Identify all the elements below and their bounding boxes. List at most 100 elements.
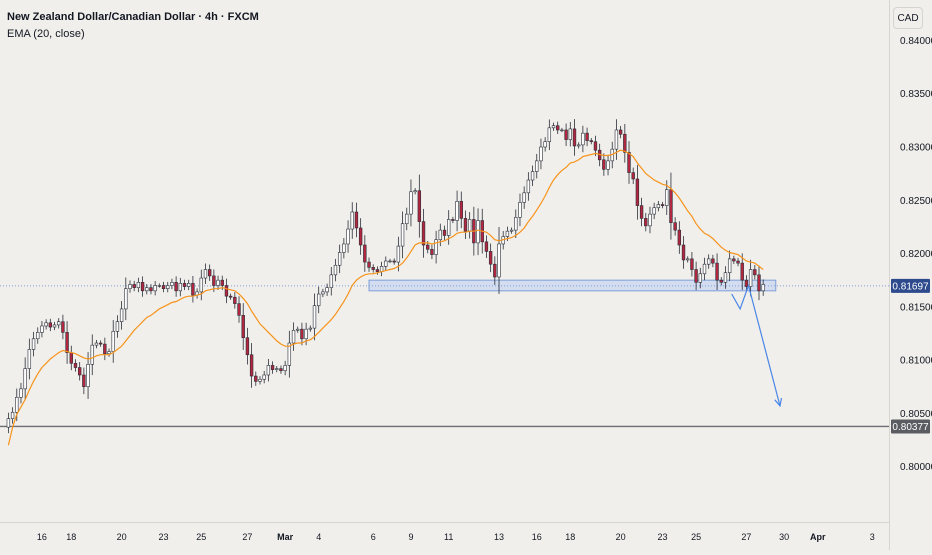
current-price-label: 0.81697 xyxy=(892,281,929,292)
candle-down xyxy=(669,189,673,223)
candle-down xyxy=(677,229,682,246)
candle-down xyxy=(363,244,367,263)
candle-down xyxy=(367,261,371,268)
candle-down xyxy=(484,241,489,252)
candle-up xyxy=(543,141,547,148)
candle-up xyxy=(128,284,132,289)
candle-up xyxy=(15,397,19,413)
candle-up xyxy=(535,160,539,172)
candle-up xyxy=(115,321,120,332)
candle-up xyxy=(346,228,350,245)
candle-down xyxy=(572,128,577,147)
x-tick-label: 18 xyxy=(66,532,76,542)
candle-up xyxy=(727,258,732,274)
candle-down xyxy=(694,269,698,283)
x-tick-label: 18 xyxy=(565,532,575,542)
candle-up xyxy=(36,332,40,340)
candle-down xyxy=(270,365,275,370)
candle-up xyxy=(157,285,162,287)
candle-up xyxy=(27,349,32,369)
candle-up xyxy=(723,272,728,283)
candle-up xyxy=(560,129,564,132)
support-price-bg xyxy=(891,419,930,434)
candle-up xyxy=(514,217,518,231)
candle-up xyxy=(283,365,287,372)
currency-button[interactable]: CAD xyxy=(893,7,923,29)
x-tick-label: 27 xyxy=(741,532,751,542)
candle-down xyxy=(161,285,166,289)
candle-up xyxy=(166,285,170,289)
candle-up xyxy=(275,368,279,370)
symbol-title[interactable]: New Zealand Dollar/Canadian Dollar · 4h … xyxy=(7,11,259,23)
candle-down xyxy=(182,283,187,287)
candle-down xyxy=(224,285,229,297)
candle-up xyxy=(145,287,149,292)
level-layer xyxy=(0,285,889,428)
candle-down xyxy=(375,269,380,272)
indicator-label[interactable]: EMA (20, close) xyxy=(7,28,85,40)
candle-up xyxy=(698,273,702,283)
candle-down xyxy=(493,263,497,278)
candle-down xyxy=(279,368,283,372)
candle-down xyxy=(132,284,136,288)
candle-down xyxy=(98,342,103,345)
candle-up xyxy=(497,243,501,278)
candle-down xyxy=(451,219,455,221)
candle-down xyxy=(191,283,195,296)
candle-up xyxy=(447,219,451,236)
x-tick-label: 4 xyxy=(316,532,321,542)
current-price-bg xyxy=(891,278,930,293)
candle-down xyxy=(690,258,694,270)
candle-up xyxy=(266,365,271,376)
candle-down xyxy=(623,133,627,153)
candle-up xyxy=(199,277,203,293)
candle-up xyxy=(178,283,182,292)
candle-up xyxy=(203,269,208,279)
candle-up xyxy=(530,171,535,181)
candle-up xyxy=(547,127,552,142)
candle-down xyxy=(417,190,422,222)
chart-legend: New Zealand Dollar/Canadian Dollar · 4h … xyxy=(7,9,259,43)
candle-up xyxy=(434,239,438,255)
ema-line xyxy=(7,149,764,446)
candle-up xyxy=(86,364,90,388)
ema-layer xyxy=(7,149,764,446)
candle-down xyxy=(207,269,212,277)
candle-down xyxy=(421,221,426,246)
candle-down xyxy=(488,251,493,265)
candle-up xyxy=(568,128,572,140)
candle-down xyxy=(585,132,589,141)
candle-up xyxy=(216,279,220,286)
candle-down xyxy=(564,129,568,140)
candle-up xyxy=(384,260,388,267)
candle-down xyxy=(681,244,686,261)
candle-down xyxy=(300,328,304,340)
candle-up xyxy=(400,223,405,247)
y-tick-label: 0.80000 xyxy=(900,462,932,473)
candle-up xyxy=(6,418,11,428)
candle-down xyxy=(719,279,723,283)
candle-up xyxy=(10,411,15,419)
candle-down xyxy=(556,125,560,131)
candle-up xyxy=(308,327,312,330)
candle-down xyxy=(245,337,250,356)
candle-down xyxy=(77,367,82,376)
candle-up xyxy=(581,132,585,146)
candle-up xyxy=(438,229,442,240)
candle-up xyxy=(136,282,141,288)
candle-down xyxy=(61,321,65,333)
candle-up xyxy=(296,328,300,331)
x-tick-label: 16 xyxy=(37,532,47,542)
candle-up xyxy=(57,321,61,326)
candle-up xyxy=(413,190,417,193)
candle-down xyxy=(140,282,145,292)
projection-arrowhead xyxy=(774,397,783,408)
candle-up xyxy=(539,146,543,162)
